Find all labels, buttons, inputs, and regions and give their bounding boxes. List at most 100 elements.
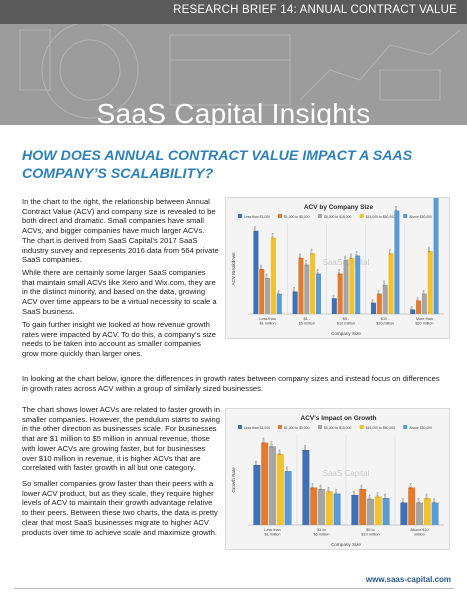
data-label: 95% [277, 449, 281, 455]
legend-label: $1,000 to $5,000 [284, 215, 310, 219]
heading-line-1: HOW DOES ANNUAL CONTRACT VALUE IMPACT A … [22, 148, 413, 164]
data-label: 72% [285, 466, 289, 472]
legend-label: Less than $1,000 [244, 426, 270, 430]
data-label: 7% [331, 294, 335, 299]
bar [351, 495, 359, 525]
legend-label: Above $50,000 [409, 215, 432, 219]
data-label: 28% [427, 246, 431, 252]
data-label: 50% [311, 483, 315, 489]
footer-rule [14, 588, 454, 589]
bar [310, 253, 316, 314]
data-label: 9% [276, 290, 280, 295]
data-label: 45% [326, 486, 330, 492]
x-tick-label: More than [416, 317, 433, 321]
page-heading: HOW DOES ANNUAL CONTRACT VALUE IMPACT A … [22, 147, 442, 183]
chart-svg-2: ACV's Impact on Growth Less than $1,000 $1… [231, 415, 444, 547]
bar [259, 269, 265, 314]
data-label: 48% [360, 484, 364, 490]
data-label: 9% [376, 290, 380, 295]
data-label: 35% [368, 494, 372, 500]
bar [416, 502, 423, 525]
data-label: 110% [262, 437, 266, 445]
x-tick-label: $5 to [366, 528, 374, 532]
paragraph-6: So smaller companies grow faster than th… [22, 479, 218, 537]
x-tick-label: $10 million [337, 322, 355, 326]
bar [431, 502, 439, 525]
bar [382, 284, 388, 314]
x-tick-label: $1 - [304, 317, 311, 321]
paragraph-5: The chart shows lower ACVs are related t… [22, 405, 220, 473]
data-label: 36% [383, 493, 387, 499]
header-banner: RESEARCH BRIEF 14: ANNUAL CONTRACT VALUE… [0, 0, 467, 125]
legend-label: $5,000 to $15,000 [324, 215, 351, 219]
legend-label: $5,000 to $15,000 [324, 426, 351, 430]
data-label: 105% [270, 441, 274, 449]
x-tick-label: $20 million [376, 322, 394, 326]
data-label: 26% [355, 251, 359, 257]
legend-swatch [359, 425, 364, 429]
acv-by-size-chart: ACV by Company Size Less than $1,000 $1,00… [225, 197, 450, 339]
y-axis-label: ACV Breakdown [231, 252, 236, 286]
data-label: 9% [421, 290, 425, 295]
x-tick-label: Less than [264, 528, 280, 532]
x-tick-label: $1 million [260, 322, 276, 326]
y-axis-label: Growth Rate [231, 467, 236, 493]
x-tick-label: $10 - [381, 317, 390, 321]
data-label: 5% [371, 299, 375, 304]
bar [355, 255, 361, 314]
bar [315, 273, 321, 314]
data-label: 40% [352, 490, 356, 496]
legend-label: Less than $1,000 [244, 215, 270, 219]
data-label: 6% [416, 297, 420, 302]
heading-line-2: COMPANY’S SCALABILITY? [22, 166, 214, 182]
bar [394, 210, 400, 314]
bar [416, 300, 422, 314]
legend-label: Above $50,000 [409, 426, 432, 430]
data-label: 50% [409, 483, 413, 489]
bar [349, 257, 355, 314]
bar [284, 471, 292, 525]
bar [333, 493, 341, 525]
data-label: 10% [292, 287, 296, 293]
legend-swatch [238, 425, 242, 429]
x-tick-label: $5 million [313, 533, 329, 537]
data-label: 38% [375, 492, 379, 498]
legend-swatch [278, 214, 282, 218]
bar [374, 496, 382, 525]
data-label: 16% [265, 273, 269, 279]
paragraph-2: While there are certainly some larger Sa… [22, 268, 217, 316]
legend-swatch [403, 425, 408, 429]
legend-swatch [359, 214, 364, 218]
bar [253, 230, 259, 314]
data-label: 30% [401, 498, 405, 504]
x-axis-label: Company Size [331, 542, 361, 547]
legend-swatch [403, 214, 408, 218]
bar [427, 251, 433, 314]
bar [292, 291, 298, 314]
x-axis-label: Company Size [331, 331, 361, 336]
footer-url[interactable]: www.saas-capital.com [365, 575, 451, 584]
bar [318, 489, 325, 525]
bar [400, 502, 408, 525]
brief-title: RESEARCH BRIEF 14: ANNUAL CONTRACT VALUE [173, 4, 457, 16]
data-label: 27% [388, 248, 392, 254]
acv-growth-chart: ACV's Impact on Growth Less than $1,000 $1… [225, 408, 450, 550]
data-label: 22% [304, 260, 308, 266]
data-label: 13% [382, 280, 386, 286]
x-tick-label: $10 million [361, 533, 379, 537]
bar [376, 293, 382, 314]
data-label: 30% [417, 498, 421, 504]
data-label: 25% [349, 253, 353, 259]
bar [276, 453, 284, 525]
bar [265, 278, 271, 314]
brand-title: SaaS Capital Insights [96, 98, 371, 125]
data-label: 100% [303, 444, 307, 452]
data-label: 37% [253, 226, 257, 232]
bar [331, 298, 337, 314]
legend-label: $15,000 to $50,000 [366, 215, 395, 219]
data-label: 34% [270, 233, 274, 239]
bar [433, 198, 439, 314]
bar [310, 487, 318, 525]
chart-title: ACV's Impact on Growth [301, 415, 377, 422]
legend-label: $1,000 to $5,000 [284, 426, 310, 430]
